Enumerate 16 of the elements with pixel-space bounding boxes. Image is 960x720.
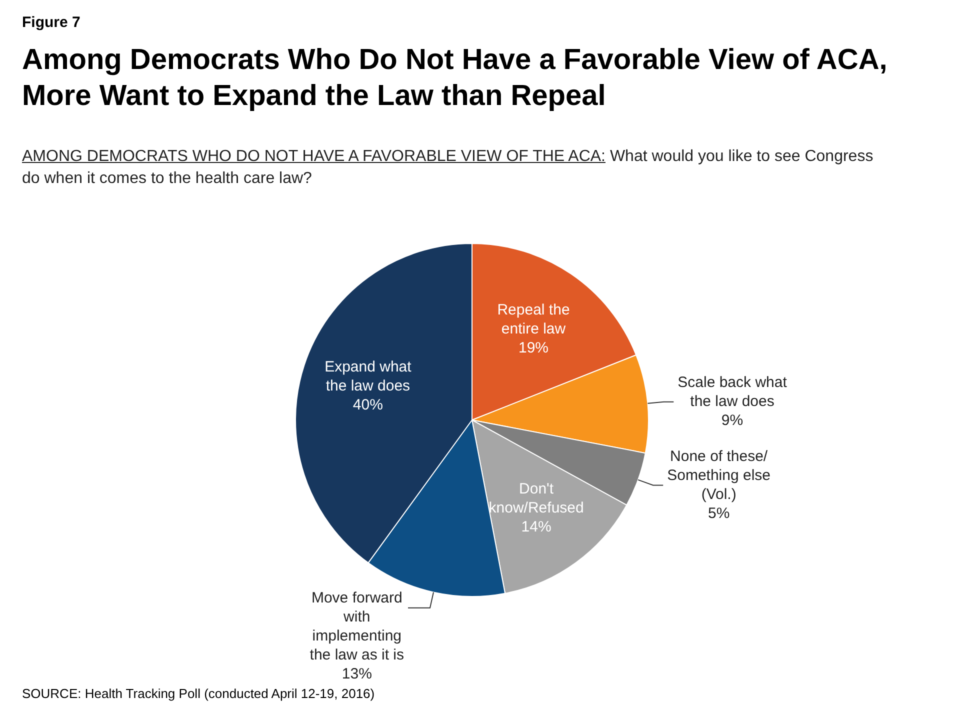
data-label: 13% (342, 666, 372, 683)
data-label: 40% (352, 396, 383, 414)
slice-label: Don't know/Refused (488, 480, 584, 517)
slice-label: Expand what the law does (324, 358, 412, 394)
data-label: 14% (521, 518, 552, 536)
text: AMONG DEMOCRATS WHO DO NOT HAVE A FAVORABLE VIEW OF THE ACA: What would you like to see Congress do when it comes to the health care law? (22, 148, 874, 187)
slice-label: Move forward with implementing the law as it is (310, 590, 404, 664)
data-label: 19% (518, 340, 549, 357)
chart-title: Among Democrats Who Do Not Have a Favorable View of ACA, More Want to Expand the Law than Repeal (22, 43, 888, 114)
data-label: 5% (708, 504, 730, 522)
source-note: SOURCE: Health Tracking Poll (conducted April 12-19, 2016) (22, 686, 375, 701)
slice-label: None of these/ Something else (Vol.) (667, 448, 771, 503)
slice-label: Scale back what the law does (678, 374, 788, 410)
caption: Figure 7 (22, 14, 80, 31)
slice-label: Repeal the entire law (497, 302, 570, 338)
data-label: 9% (721, 412, 744, 430)
